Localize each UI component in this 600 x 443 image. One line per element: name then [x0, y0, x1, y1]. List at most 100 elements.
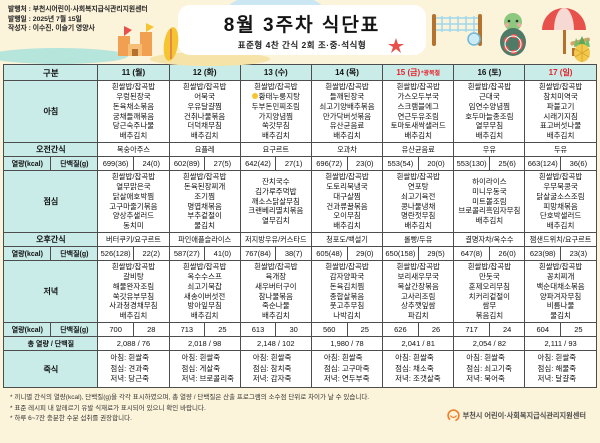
menu-item: 배추김치	[475, 216, 504, 226]
menu-item: 만둣국	[479, 271, 500, 281]
menu-item: 황태누룽지탕	[241, 92, 310, 102]
surfboard-icon	[163, 27, 179, 61]
breakfast-cell: 흰쌀밥/잡곡밥 들깨된장국 쇠고기양배추볶음 만가닥버섯볶음 유산균음료 배추김치	[310, 80, 384, 143]
menu-item: 임연수양념찜	[468, 101, 511, 111]
pm_snack-cell: 청포도/백설기	[310, 232, 384, 247]
menu-item: 동치미	[123, 221, 144, 231]
menu-item: 풋고추무침	[329, 301, 365, 311]
menu-item: 스크램블에그	[397, 101, 439, 111]
row-dinner: 저녁 흰쌀밥/잡곡밥 갈비탕 해물완자조림 쑥갓유부무침 사과청경채무침 배추김치 흰쌀밥/잡…	[3, 260, 597, 323]
day-label: 11 (월)	[121, 68, 146, 77]
menu-item: 배추김치	[190, 131, 219, 141]
menu-item: 시래기지짐	[543, 111, 578, 121]
row-label: 저녁	[3, 260, 99, 323]
menu-item: 닭살애호박찜	[112, 191, 155, 201]
breakfast-cell: 흰쌀밥/잡곡밥 어묵국 우유달걀찜 건취나물볶음 더덕채무침 배추김치	[168, 80, 241, 143]
menu-item: 점심: 견과죽	[110, 363, 150, 373]
menu-item: 배추김치	[190, 311, 219, 321]
day-header: 14 (목)	[310, 64, 384, 81]
kcal-value: 663(124)	[524, 156, 562, 171]
menu-item: 두부돈민찌조림	[251, 101, 300, 111]
menu-item: 우무묵콩국	[543, 181, 578, 191]
menu-item: 사과청경채무침	[109, 301, 158, 311]
total-value: 2,111 / 93	[524, 336, 597, 351]
publisher-line: 발행처 : 부천시어린이·사회복지급식관리지원센터	[8, 6, 148, 13]
row-porridge: 죽식 아침: 흰쌀죽 점심: 견과죽 저녁: 당근죽 아침: 흰쌀죽 점심: 게살죽 저녁:…	[3, 350, 597, 388]
sand-decoration	[150, 52, 270, 66]
am_snack-cell: 요구르트	[239, 142, 312, 157]
menu-item: 치커리겉절이	[468, 291, 511, 301]
day-header: 17 (일)	[524, 64, 597, 81]
menu-item: 연포탕	[407, 181, 429, 191]
menu-item: 배추김치	[119, 311, 148, 321]
protein-value: 27(1)	[275, 156, 312, 171]
menu-item: 점심: 해물죽	[537, 363, 577, 373]
menu-item: 쇠고기양배추볶음	[319, 101, 375, 111]
menu-item: 명엽채볶음	[187, 201, 222, 211]
menu-item: 흰쌀밥/잡곡밥	[538, 171, 583, 181]
menu-item: 브로콜리흑임자무침	[458, 206, 521, 216]
menu-item: 파김치	[407, 311, 429, 321]
kcal-value: 650(158)	[382, 246, 419, 261]
menu-item: 저녁: 달걀죽	[537, 374, 577, 384]
am_snack-cell: 요플레	[168, 142, 241, 157]
menu-item: 돈육된장찌개	[183, 181, 226, 191]
footnote: * 끼니별 간식의 열량(kcal), 단백질(g)을 각각 표시하였으며, 총…	[10, 394, 370, 401]
sandcastle-icon	[118, 23, 154, 56]
porridge-cell: 아침: 흰쌀죽 점심: 견과죽 저녁: 당근죽	[97, 350, 170, 388]
menu-item: 나박김치	[333, 311, 361, 321]
menu-item: 가지양념찜	[258, 111, 294, 121]
protein-value: 30	[275, 322, 312, 337]
footnote: * 하루 6~7잔 충분한 수분 섭취를 권장합니다.	[10, 415, 132, 422]
menu-item: 저녁: 조갯살죽	[395, 374, 441, 384]
menu-item: 흰쌀밥/잡곡밥	[111, 81, 156, 91]
menu-item: 쇠고기묵찹	[187, 281, 222, 291]
row-label: 점심	[3, 170, 99, 233]
total-value: 2,148 / 102	[239, 336, 312, 351]
menu-item: 흰쌀밥/잡곡밥	[325, 171, 369, 181]
menu-item: 어묵국	[194, 91, 215, 101]
menu-table: 구분 11 (월) 12 (화) 13 (수) 14 (목) 15 (금)*광복절 16 (…	[3, 64, 597, 388]
row-breakfast_nut: 열량(kcal) 단백질(g) 699(36) 24(0) 602(89) 27(5) 64…	[3, 156, 597, 171]
breakfast-cell: 흰쌀밥/잡곡밥 우렁된장국 돈육채소볶음 궁채들깨볶음 당근숙주나물 배추김치	[97, 80, 170, 143]
menu-item: 배추김치	[333, 131, 361, 141]
menu-item: 아침: 흰쌀죽	[252, 353, 292, 363]
day-label: 14 (목)	[335, 68, 359, 77]
day-label: 15 (금)	[396, 68, 421, 77]
menu-item: 배추김치	[546, 221, 575, 231]
pm_snack-cell: 결명자차/옥수수	[453, 232, 526, 247]
menu-item: 들깨된장국	[329, 91, 365, 101]
porridge-cell: 아침: 흰쌀죽 점심: 쇠고기죽 저녁: 북어죽	[453, 350, 526, 388]
porridge-cell: 아침: 흰쌀죽 점심: 참치죽 저녁: 감자죽	[239, 350, 312, 388]
volleyball-net-icon	[432, 14, 482, 46]
menu-item: 아침: 흰쌀죽	[181, 353, 221, 363]
menu-item: 흰쌀밥/잡곡밥	[396, 261, 440, 271]
dinner-cell: 흰쌀밥/잡곡밥 감자양파국 돈육김치찜 종합살볶음 풋고추무침 나박김치	[310, 260, 384, 323]
breakfast-cell: 흰쌀밥/잡곡밥 참치미역국 파불고기 시래기지짐 표고버섯나물 배추김치	[524, 80, 597, 143]
menu-item: 보리새우무국	[397, 271, 439, 281]
menu-item: 토마토새싹샐러드	[390, 121, 446, 131]
kcal-value: 713	[168, 322, 206, 337]
pm_snack-cell: 잼샌드위치/요구르트	[524, 232, 597, 247]
day-header: 12 (화)	[168, 64, 241, 81]
menu-item: 쇠고기육전	[400, 191, 436, 201]
page-subtitle: 표준형 4찬 간식 2회 조·중·석식형	[237, 39, 367, 50]
protein-value: 25	[560, 322, 597, 337]
menu-item: 쑥갓유부무침	[112, 291, 155, 301]
dinner-cell: 흰쌀밥/잡곡밥 꽁치찌개 백순대채소볶음 양파겨자무침 비름나물 물김치	[524, 260, 597, 323]
menu-item: 흰쌀밥/잡곡밥	[325, 81, 369, 91]
menu-item: 당근숙주나물	[112, 121, 155, 131]
am_snack-cell: 오과차	[310, 142, 384, 157]
kcal-value: 700	[97, 322, 134, 337]
am_snack-cell: 복숭아주스	[97, 142, 170, 157]
menu-item: 점심: 쇠고기죽	[466, 363, 512, 373]
protein-value: 25	[346, 322, 384, 337]
menu-item: 도토리묵냉국	[326, 181, 368, 191]
kcal-value: 642(42)	[239, 156, 277, 171]
menu-item: 저녁: 감자죽	[252, 374, 292, 384]
pm_snack-cell: 저지방우유/커스타드	[239, 232, 312, 247]
org-name: 부천시 어린이·사회복지급식관리지원센터	[462, 410, 586, 420]
dinner-cell: 흰쌀밥/잡곡밥 옥수수스프 쇠고기묵찹 새송이버섯전 방아잎무침 배추김치	[168, 260, 241, 323]
menu-item: 배추김치	[262, 131, 290, 141]
menu-item: 아침: 흰쌀죽	[466, 353, 505, 363]
